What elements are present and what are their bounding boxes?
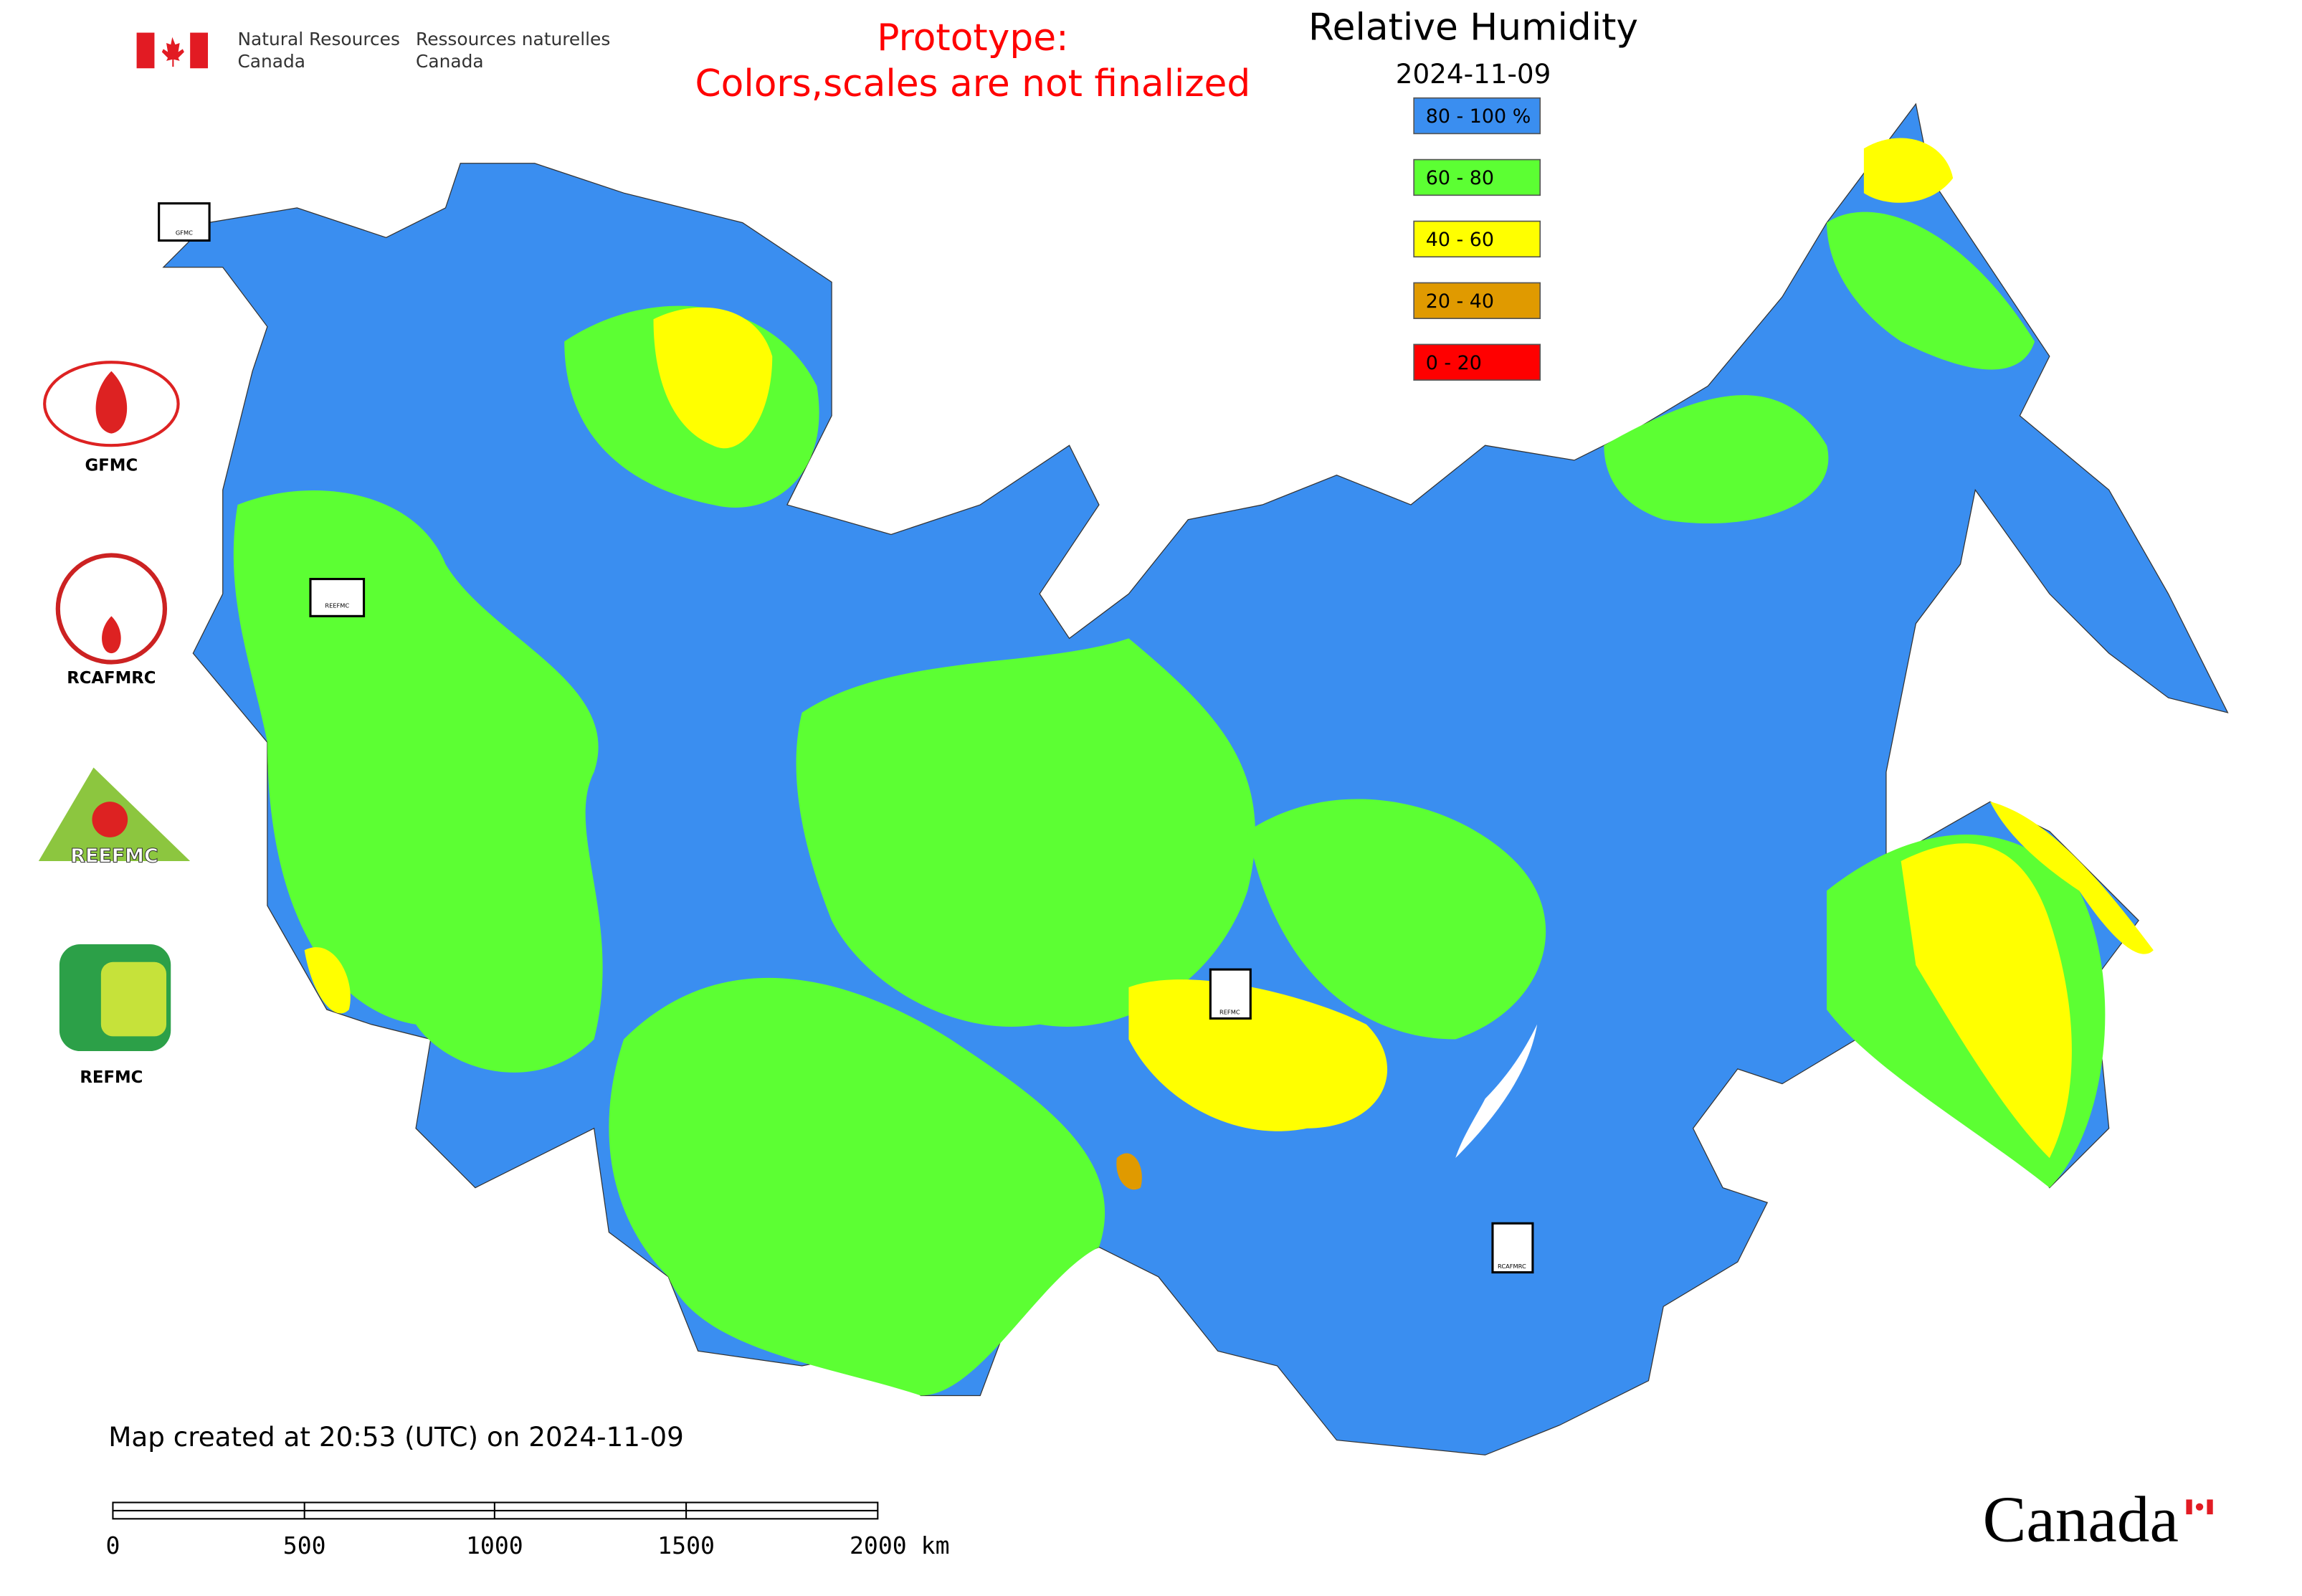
lake [1455, 1024, 1538, 1159]
humidity-zone [609, 977, 1105, 1396]
scale-label: 0 [105, 1531, 120, 1559]
maple-leaf [161, 37, 184, 67]
created-note: Map created at 20:53 (UTC) on 2024-11-09 [108, 1421, 684, 1453]
scale-label: 1000 [466, 1531, 523, 1559]
marker-box [1491, 1222, 1534, 1274]
logo-seal [55, 553, 168, 665]
marker-label: RCAFMRC [1498, 1263, 1526, 1270]
humidity-zone [1989, 802, 2154, 954]
legend-label: 40 - 60 [1426, 229, 1494, 251]
legend-label: 60 - 80 [1426, 167, 1494, 189]
logo-flame [95, 371, 128, 434]
legend-title: Relative Humidity [1308, 6, 1638, 49]
legend-label: 0 - 20 [1426, 352, 1482, 374]
logo-globe [43, 361, 180, 447]
logo-flame [102, 616, 121, 654]
flag-bar [2207, 1499, 2213, 1515]
humidity-zone [233, 490, 603, 1073]
humidity-zone [1128, 979, 1388, 1131]
notice: Prototype: [877, 16, 1068, 60]
humidity-zone [796, 638, 1255, 1027]
logo-label: RCAFMRC [67, 669, 156, 688]
humidity-zone [1827, 212, 2035, 370]
map-markers: GFMC REEFMC REFMC RCAFMRC [158, 202, 1534, 1274]
wordmark-flag [2186, 1499, 2213, 1515]
logo-label: REFMC [80, 1068, 143, 1087]
map [162, 103, 2229, 1455]
scale-labels: 0 500 1000 1500 2000 km [105, 1531, 949, 1559]
agency-name: Ressources naturelles [416, 29, 610, 49]
legend-swatch [1413, 158, 1541, 196]
legend-swatch [1413, 220, 1541, 258]
scale-label: 1500 [657, 1531, 715, 1559]
legend-label: 20 - 40 [1426, 290, 1494, 313]
humidity-zone [1604, 395, 1829, 524]
marker-box [309, 578, 366, 617]
scale-label: 2000 km [850, 1531, 950, 1559]
canada-wordmark: Canada [1983, 1483, 2179, 1556]
agency-name: Natural Resources [237, 29, 399, 49]
logo-label: REEFMC [70, 845, 158, 867]
legend-label: 80 - 100 % [1426, 105, 1531, 128]
humidity-zone [1901, 843, 2072, 1159]
maple-leaf [2195, 1503, 2204, 1511]
humidity-zone [1863, 138, 1954, 203]
scale-label: 500 [283, 1531, 326, 1559]
notice: Colors,scales are not finalized [695, 62, 1251, 105]
humidity-zone [304, 947, 351, 1014]
scale-bar [112, 1501, 879, 1520]
legend-swatch [1413, 97, 1541, 135]
marker-box [158, 202, 211, 242]
marker-label: GFMC [176, 229, 193, 237]
flag-bar [136, 32, 155, 69]
flag-bar [2186, 1499, 2192, 1515]
legend-swatch [1413, 343, 1541, 381]
humidity-zone [1116, 1153, 1142, 1190]
legend: 80 - 100 % 60 - 80 40 - 60 20 - 40 0 - 20 [1413, 97, 1541, 381]
legend-date: 2024-11-09 [1396, 58, 1551, 90]
partner-logos: GFMC RCAFMRC REEFMC REFMC [38, 361, 191, 1087]
logo-label: GFMC [85, 457, 138, 475]
flag-bar [190, 32, 209, 69]
agency-name: Canada [237, 51, 305, 72]
logo-flame [92, 802, 128, 837]
marker-label: REFMC [1219, 1009, 1240, 1016]
humidity-zone [653, 307, 773, 449]
legend-swatch [1413, 282, 1541, 319]
humidity-zone [1247, 799, 1546, 1040]
agency-name: Canada [416, 51, 484, 72]
marker-box [1209, 968, 1252, 1020]
marker-label: REEFMC [325, 602, 349, 609]
logo-badge [100, 961, 167, 1037]
agency-signature: Natural Resources Canada Ressources natu… [136, 29, 610, 72]
